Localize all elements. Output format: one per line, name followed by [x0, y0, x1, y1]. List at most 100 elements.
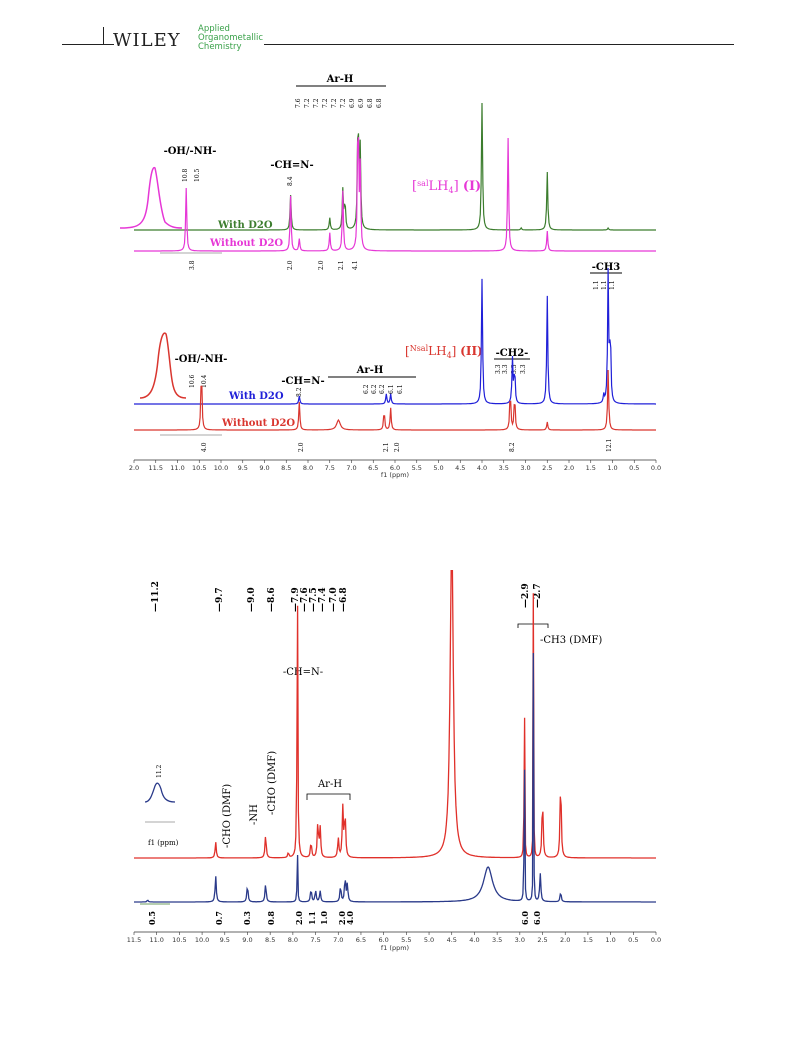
fig1-bot-ch2-peak-3: 3.3 — [511, 364, 518, 374]
fig2-arh-label: Ar-H — [317, 779, 342, 790]
fig2-integral-label: 2.0 — [337, 911, 347, 925]
journal-header: WILEY Applied Organometallic Chemistry — [0, 0, 793, 70]
fig1-bot-ch2-peak-1: 3.3 — [495, 364, 502, 374]
fig2-peak-label: —9.7 — [215, 587, 225, 612]
fig2-axis-label: f1 (ppm) — [381, 944, 409, 952]
fig1-top-chn-peak: 8.4 — [287, 176, 294, 186]
fig1-axis-label: f1 (ppm) — [381, 471, 409, 479]
fig1-bot-arh-peak-3: 6.2 — [379, 384, 386, 394]
fig1-axis-tick-label: 11.0 — [170, 464, 184, 472]
fig1-top-arh-peak: 7.2 — [331, 98, 338, 108]
fig1-bot-arh-peak-4: 6.1 — [388, 384, 395, 394]
fig1-bot-int-1: 4.0 — [201, 442, 208, 452]
fig2-cho2-label: -CHO (DMF) — [267, 751, 278, 815]
fig2-peak-labels: —11.2 —9.7 —9.0 —8.6 —7.9 —7.6 —7.5 —7.4 —7.0 —6.… — [151, 581, 543, 612]
fig2-axis-tick-label: 3.0 — [515, 936, 525, 944]
fig1-bot-arh-peak-5: 6.1 — [397, 384, 404, 394]
fig2-peak-label: —7.9 — [291, 587, 301, 612]
fig1-bot-arh-peak-1: 6.2 — [363, 384, 370, 394]
fig1-bot-compound: [NsalLH4] (II) — [405, 344, 483, 360]
figure-1-nmr: Ar-H 7.6 7.2 7.2 7.2 7.2 7.2 6.9 6.9 6.8 6.8 -OH/… — [119, 74, 661, 479]
fig1-top-with-d2o: With D2O — [217, 220, 273, 231]
fig2-axis-tick-label: 0.0 — [651, 936, 661, 944]
publisher-logo: WILEY — [113, 30, 181, 51]
fig2-axis-tick-label: 10.5 — [172, 936, 186, 944]
fig2-axis-tick-label: 4.5 — [447, 936, 457, 944]
fig2-integral-label: 6.0 — [532, 911, 542, 925]
fig1-top-ohnh-peak-1: 10.8 — [182, 168, 189, 182]
fig2-peak-label: —6.8 — [339, 587, 349, 612]
fig2-axis-tick-label: 9.0 — [242, 936, 252, 944]
fig1-top-panel: Ar-H 7.6 7.2 7.2 7.2 7.2 7.2 6.9 6.9 6.8 6.8 -OH/… — [119, 74, 656, 270]
fig1-axis-tick-label: 2.0 — [564, 464, 574, 472]
fig2-navy-spectrum — [134, 652, 656, 903]
fig1-bot-chn-peak: 8.2 — [296, 387, 303, 397]
fig1-bot-ch2-peak-2: 3.3 — [502, 364, 509, 374]
fig1-bot-arh-peak-2: 6.2 — [371, 384, 378, 394]
fig1-bot-ch3-peak-3: 1.1 — [609, 280, 616, 290]
fig1-bot-ohnh-peak-2: 10.4 — [201, 374, 208, 388]
fig1-top-int-4: 2.1 — [338, 260, 345, 270]
fig1-bot-chn-label: -CH=N- — [281, 376, 324, 387]
fig2-axis-tick-label: 10.0 — [195, 936, 209, 944]
fig1-axis-tick-label: 10.5 — [192, 464, 206, 472]
fig1-axis-tick-label: 10.0 — [214, 464, 228, 472]
fig2-integral-label: 2.0 — [294, 911, 304, 925]
fig2-axis-tick-label: 4.0 — [469, 936, 479, 944]
fig1-top-chn-label: -CH=N- — [270, 160, 313, 171]
fig1-top-arh-peak: 6.8 — [367, 98, 374, 108]
fig1-top-arh-peak: 7.2 — [304, 98, 311, 108]
journal-line-1: Applied — [198, 24, 230, 34]
fig1-bot-int-3: 2.1 — [383, 442, 390, 452]
fig1-top-without-d2o: Without D2O — [209, 238, 283, 249]
fig2-axis-tick-label: 11.5 — [127, 936, 141, 944]
fig1-bot-ch3-peak-2: 1.1 — [601, 280, 608, 290]
fig1-axis-tick-label: 9.0 — [259, 464, 269, 472]
fig1-axis-tick-label: 6.5 — [368, 464, 378, 472]
fig1-top-arh-peak: 6.9 — [349, 98, 356, 108]
fig2-peak-label: —7.0 — [329, 587, 339, 612]
fig1-top-arh-peak: 6.9 — [358, 98, 365, 108]
fig2-integral-label: 4.0 — [345, 911, 355, 925]
fig2-chn-label: -CH=N- — [283, 667, 323, 678]
fig1-top-arh-peak: 7.2 — [313, 98, 320, 108]
fig1-bot-without-d2o: Without D2O — [221, 418, 295, 429]
fig1-bot-int-6: 12.1 — [606, 439, 613, 452]
fig2-peak-label: —7.6 — [300, 587, 310, 612]
fig1-axis-tick-label: 0.0 — [651, 464, 661, 472]
journal-name: Applied Organometallic Chemistry — [198, 25, 263, 52]
fig1-axis-tick-label: 6.0 — [390, 464, 400, 472]
fig2-peak-label: —2.7 — [533, 583, 543, 608]
fig2-integral-label: 0.5 — [147, 911, 157, 925]
fig1-bot-with-d2o: With D2O — [228, 391, 284, 402]
fig1-bot-red-spectrum — [134, 369, 656, 431]
fig1-top-compound: [salLH4] (I) — [412, 179, 481, 195]
fig2-inset-axis: f1 (ppm) — [148, 839, 179, 847]
fig2-axis-tick-label: 5.5 — [401, 936, 411, 944]
fig1-bottom-panel: -CH3 1.1 1.1 1.1 [NsalLH4] (II) -CH2- 3.… — [129, 262, 661, 479]
fig1-bot-ohnh-label: -OH/-NH- — [175, 354, 228, 365]
fig1-top-ohnh-peak-2: 10.5 — [194, 168, 201, 182]
fig2-integral-label: 0.7 — [214, 911, 224, 925]
fig2-axis-tick-label: 6.5 — [356, 936, 366, 944]
fig1-top-magenta-inset — [119, 166, 183, 229]
fig1-top-arh-peak: 7.6 — [295, 98, 302, 108]
fig2-axis-tick-label: 2.5 — [537, 936, 547, 944]
fig2-axis-tick-label: 7.5 — [310, 936, 320, 944]
fig1-axis-tick-label: 7.0 — [346, 464, 356, 472]
fig2-axis-tick-label: 9.5 — [220, 936, 230, 944]
fig2-axis-tick-label: 11.0 — [149, 936, 163, 944]
fig1-top-arh-peak: 7.2 — [322, 98, 329, 108]
fig2-axis-tick-label: 1.5 — [583, 936, 593, 944]
fig1-top-arh-label: Ar-H — [326, 74, 354, 85]
fig1-axis-tick-label: 2.0 — [129, 464, 139, 472]
fig1-axis-tick-label: 3.5 — [499, 464, 509, 472]
fig2-axis-tick-label: 1.0 — [605, 936, 615, 944]
fig2-peak-label: —2.9 — [521, 583, 531, 608]
fig1-bot-int-2: 2.0 — [298, 442, 305, 452]
fig1-bot-ch3-label: -CH3 — [592, 262, 621, 273]
header-bar — [103, 27, 104, 44]
fig1-bot-ohnh-peak-1: 10.6 — [189, 374, 196, 388]
fig1-top-int-3: 2.0 — [318, 260, 325, 270]
journal-line-2: Organometallic — [198, 33, 264, 43]
